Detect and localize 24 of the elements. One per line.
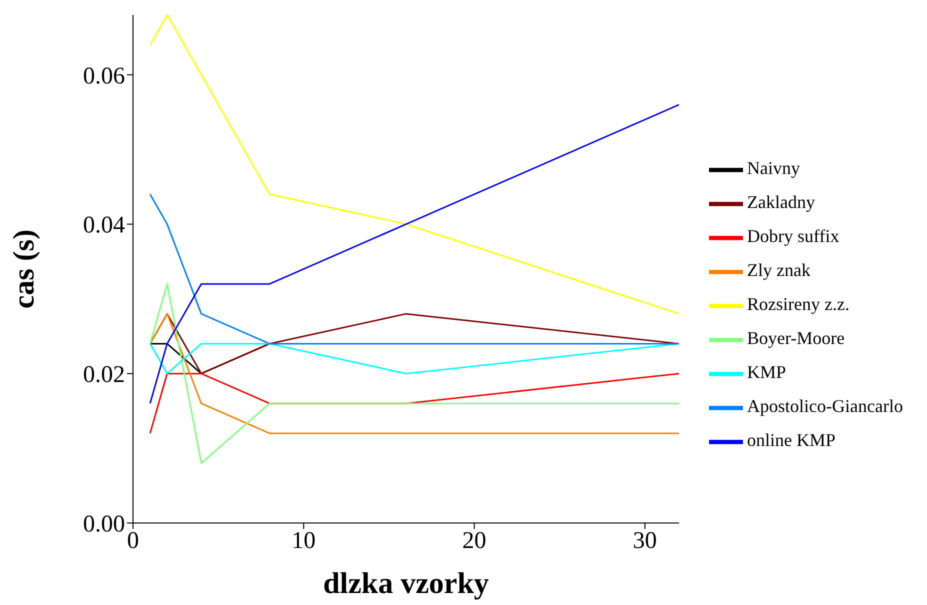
y-axis-title: cas (s) xyxy=(8,229,41,309)
legend-label: Apostolico-Giancarlo xyxy=(747,396,903,416)
legend-label: Dobry suffix xyxy=(747,226,840,246)
legend-label: Zakladny xyxy=(747,192,816,212)
legend-label: Boyer-Moore xyxy=(747,328,845,348)
line-series xyxy=(149,15,680,315)
legend-label: Naivny xyxy=(747,158,800,178)
legend-label: Zly znak xyxy=(747,260,811,280)
y-tick-label: 0.04 xyxy=(83,212,125,239)
x-tick-label: 10 xyxy=(292,528,316,554)
line-series xyxy=(149,283,680,464)
line-series xyxy=(149,194,680,344)
x-tick-label: 20 xyxy=(462,528,486,554)
x-axis-title: dlzka vzorky xyxy=(323,567,489,600)
y-tick-label: 0.02 xyxy=(83,362,125,388)
y-tick-label: 0.06 xyxy=(83,63,125,90)
line-series xyxy=(149,104,680,404)
legend-label: KMP xyxy=(747,362,786,382)
x-tick-label: 30 xyxy=(632,528,657,554)
line-series xyxy=(149,313,680,434)
y-tick-label: 0.00 xyxy=(83,512,125,538)
x-tick-label: 0 xyxy=(127,528,139,554)
legend-label: online KMP xyxy=(747,430,836,450)
legend-label: Rozsireny z.z. xyxy=(747,294,850,314)
